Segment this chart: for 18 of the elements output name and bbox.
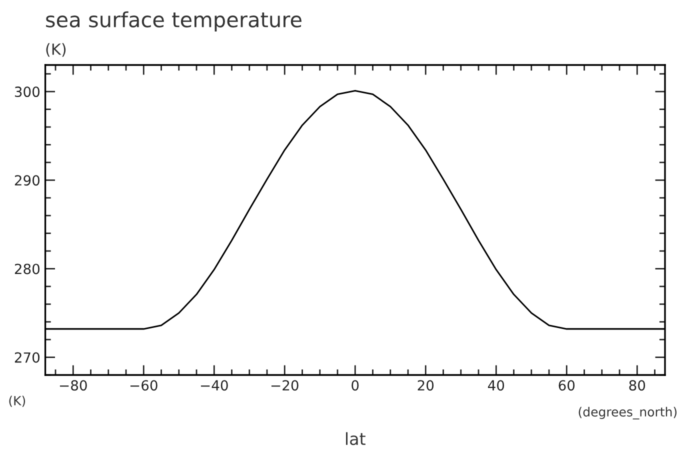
x-tick-label: 80 xyxy=(629,380,646,391)
x-tick-label: 40 xyxy=(488,380,504,391)
x-tick-label: 60 xyxy=(558,380,575,391)
x-tick-label: −40 xyxy=(200,380,228,391)
chart-subtitle: (K) xyxy=(46,43,66,57)
y-tick-label: 280 xyxy=(14,264,40,274)
text: (degrees_north) xyxy=(578,406,677,420)
x-tick-label: −80 xyxy=(60,380,87,391)
x-tick-label: −60 xyxy=(130,380,158,391)
x-tick-label: −20 xyxy=(271,380,298,391)
y-tick-label: 270 xyxy=(14,352,40,363)
y-tick-label: 290 xyxy=(14,175,40,186)
chart-title: sea surface temperature xyxy=(46,11,302,32)
text: (K) xyxy=(9,396,26,407)
x-tick-label: 20 xyxy=(418,380,434,391)
x-tick-label: 0 xyxy=(352,380,359,391)
y-tick-label: 300 xyxy=(14,86,40,98)
x-axis-title: lat xyxy=(346,432,366,446)
